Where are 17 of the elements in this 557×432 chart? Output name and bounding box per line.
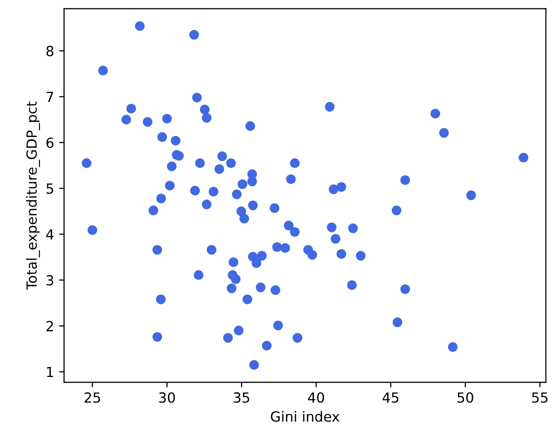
y-tick-label: 3: [46, 275, 54, 286]
y-tick-label: 8: [46, 46, 54, 56]
y-tick-label: 4: [46, 229, 54, 240]
x-tick-label: 35: [234, 392, 250, 403]
x-tick-label: 45: [382, 392, 398, 403]
y-tick-label: 2: [46, 320, 53, 332]
y-tick-label: 6: [46, 137, 54, 148]
x-tick-label: 55: [532, 392, 548, 403]
x-tick-label: 50: [458, 392, 474, 403]
y-axis-title: Total_expenditure_GDP_pct: [26, 102, 40, 290]
x-tick-label: 40: [308, 392, 324, 403]
x-tick-label: 25: [84, 392, 100, 403]
y-tick-label: 5: [46, 184, 54, 194]
x-axis-title: Gini index: [270, 411, 340, 422]
y-tick-label: 7: [46, 92, 54, 102]
x-tick-label: 30: [159, 392, 175, 403]
y-tick-label: 1: [47, 366, 54, 378]
